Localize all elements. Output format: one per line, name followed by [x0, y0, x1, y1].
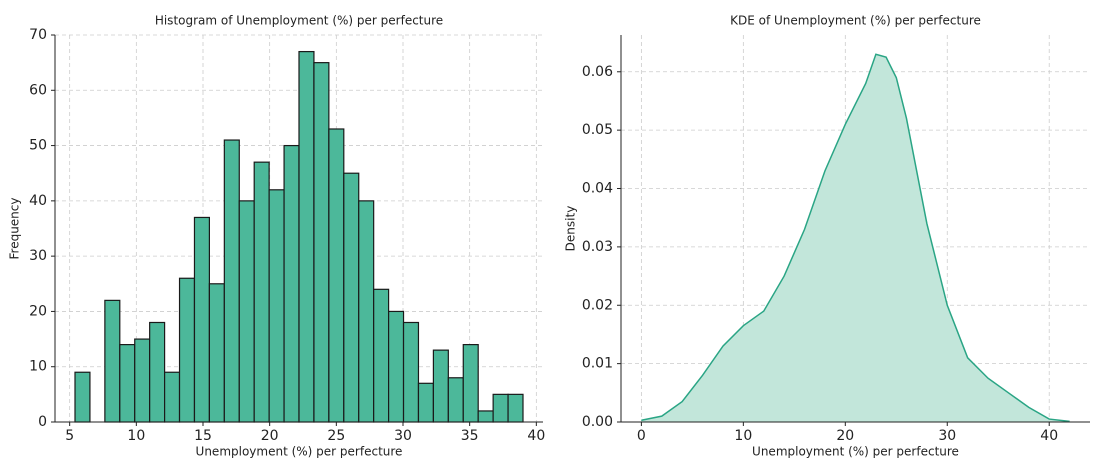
x-tick-label: 5 [65, 428, 74, 444]
x-tick-label: 40 [527, 428, 545, 444]
bar [477, 410, 494, 423]
bar [328, 128, 345, 423]
y-axis-label: Frequency [8, 198, 22, 260]
y-tick-label: 20 [29, 303, 47, 319]
y-tick-label: 0 [38, 414, 47, 430]
bar [432, 349, 449, 423]
x-axis-label: Unemployment (%) per perfecture [196, 445, 403, 459]
x-tick-label: 25 [327, 428, 345, 444]
area-fill [641, 54, 1070, 422]
bar [402, 321, 420, 423]
x-tick-label: 30 [394, 428, 412, 444]
x-tick-label: 10 [127, 428, 145, 444]
y-tick-label: 0.05 [582, 122, 613, 138]
y-axis-label: Density [564, 206, 578, 252]
x-tick-label: 20 [261, 428, 279, 444]
bar [223, 139, 240, 423]
bar [164, 371, 181, 423]
y-tick-label: 0.01 [582, 356, 613, 372]
y-tick-label: 50 [29, 138, 47, 154]
bar [373, 288, 390, 423]
bar [193, 216, 210, 423]
bar [268, 189, 285, 423]
bar [104, 299, 121, 423]
y-tick-label: 10 [29, 359, 47, 375]
y-tick-label: 40 [29, 193, 47, 209]
bar [74, 371, 91, 423]
x-tick-label: 10 [734, 428, 752, 444]
bar [313, 62, 330, 423]
bar [417, 382, 435, 423]
bar [238, 200, 255, 423]
x-tick-label: 0 [637, 428, 646, 444]
bar [298, 50, 315, 423]
bar [388, 310, 405, 423]
bar [119, 344, 136, 423]
bar [208, 283, 225, 423]
chart-title: Histogram of Unemployment (%) per perfec… [155, 14, 443, 28]
bar [492, 393, 509, 423]
y-tick-label: 0.04 [582, 181, 613, 197]
y-tick-label: 0.06 [582, 64, 613, 80]
bar [462, 344, 479, 423]
bar [149, 321, 166, 423]
y-tick-label: 0.00 [582, 414, 613, 430]
x-tick-label: 30 [938, 428, 956, 444]
x-axis-label: Unemployment (%) per perfecture [752, 445, 959, 459]
y-tick-label: 70 [29, 27, 47, 43]
bar [253, 161, 270, 423]
y-tick-label: 0.02 [582, 297, 613, 313]
density-line [641, 53, 1070, 423]
y-tick-label: 30 [29, 248, 47, 264]
y-tick-label: 60 [29, 82, 47, 98]
bar [358, 200, 375, 423]
bar [343, 172, 360, 423]
bar [178, 277, 196, 423]
bar [447, 377, 464, 423]
bar [507, 393, 524, 423]
bar [283, 144, 300, 423]
x-tick-label: 15 [194, 428, 212, 444]
x-tick-label: 35 [461, 428, 479, 444]
x-tick-label: 40 [1040, 428, 1058, 444]
chart-title: KDE of Unemployment (%) per perfecture [730, 14, 981, 28]
y-tick-label: 0.03 [582, 239, 613, 255]
bar [134, 338, 151, 423]
x-tick-label: 20 [836, 428, 854, 444]
